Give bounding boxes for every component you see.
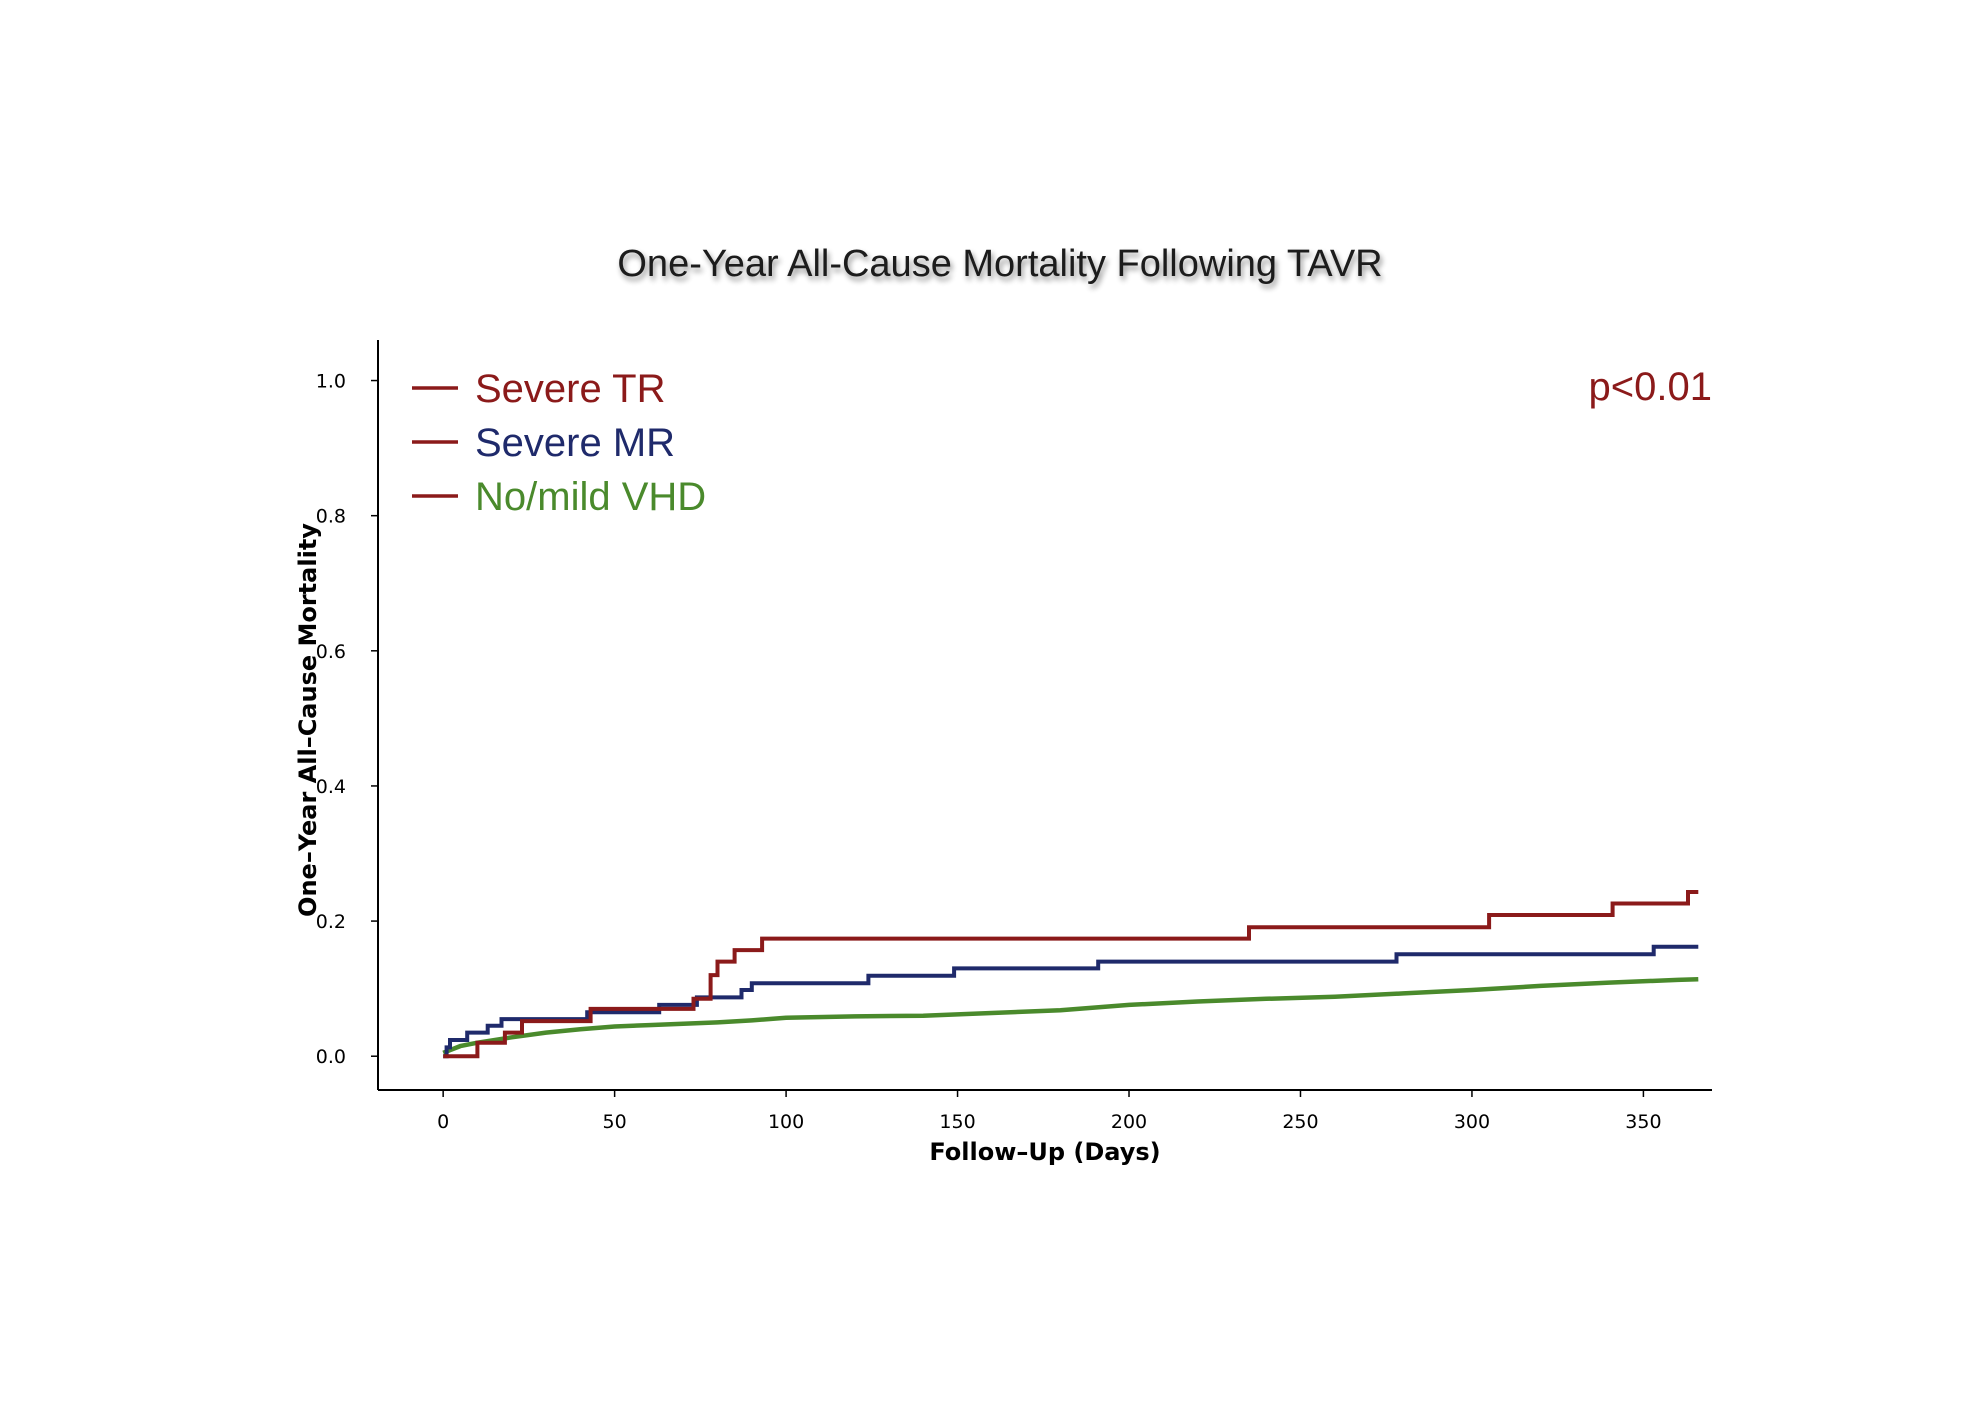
series-line-severe-tr: [443, 890, 1699, 1059]
y-tick-label: 0.4: [316, 776, 346, 798]
y-tick-label: 1.0: [316, 371, 346, 393]
x-axis-label: Follow–Up (Days): [929, 1138, 1160, 1166]
chart-title: One-Year All-Cause Mortality Following T…: [617, 243, 1382, 285]
p-value-annotation: p<0.01: [1589, 365, 1712, 409]
legend: Severe TR Severe MR No/mild VHD: [412, 367, 706, 519]
x-tick-label: 350: [1625, 1111, 1661, 1133]
x-tick-label: 50: [603, 1111, 627, 1133]
x-axis: 0 50 100 150 200 250 300 350 Follow–Up (Days): [378, 1089, 1712, 1166]
legend-label: Severe TR: [475, 367, 665, 411]
y-tick-label: 0.0: [316, 1046, 346, 1068]
legend-label: No/mild VHD: [475, 475, 706, 519]
series-layer: [442, 890, 1699, 1059]
x-tick-label: 150: [939, 1111, 975, 1133]
x-tick-label: 300: [1454, 1111, 1490, 1133]
x-tick-label: 0: [437, 1111, 449, 1133]
series-line-no-mild-vhd: [442, 976, 1699, 1055]
x-ticks: 0 50 100 150 200 250 300 350: [437, 1090, 1662, 1133]
series-line-severe-mr: [443, 944, 1699, 1059]
y-ticks: 0.0 0.2 0.4 0.6 0.8 1.0: [316, 371, 378, 1068]
x-tick-label: 100: [768, 1111, 804, 1133]
y-tick-label: 0.6: [316, 641, 346, 663]
y-axis: 0.0 0.2 0.4 0.6 0.8 1.0 One–Year All–Cause Mo…: [294, 340, 379, 1090]
x-tick-label: 250: [1282, 1111, 1318, 1133]
y-tick-label: 0.2: [316, 911, 346, 933]
y-axis-label: One–Year All–Cause Mortality: [294, 523, 322, 917]
x-tick-label: 200: [1111, 1111, 1147, 1133]
legend-label: Severe MR: [475, 421, 675, 465]
y-tick-label: 0.8: [316, 506, 346, 528]
